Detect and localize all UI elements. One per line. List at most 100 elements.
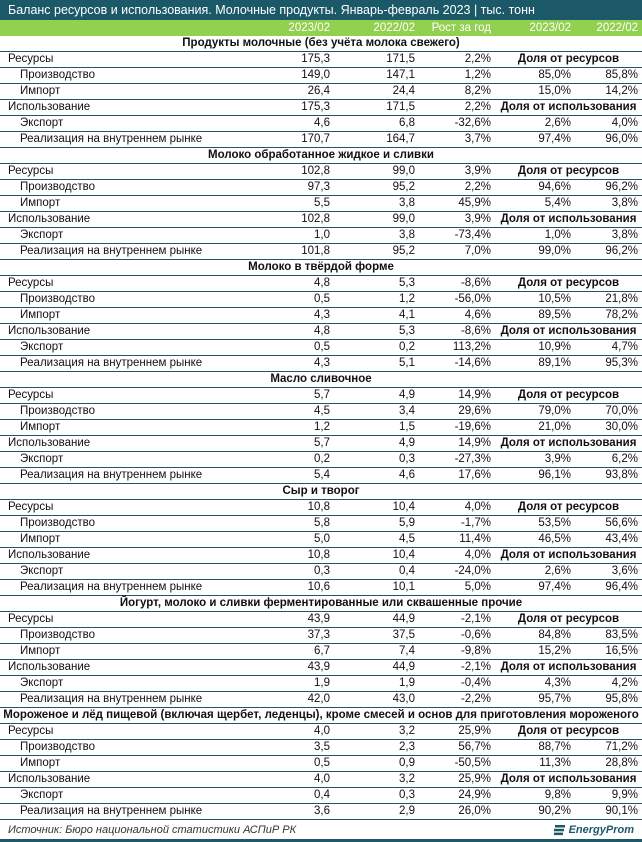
table-row: Экспорт 0,4 0,3 24,9% 9,8% 9,9% (0, 788, 642, 804)
table-row: Импорт 5,0 4,5 11,4% 46,5% 43,4% (0, 532, 642, 548)
column-header-row: 2023/02 2022/02 Рост за год 2023/02 2022… (0, 20, 642, 36)
cell-share: 97,4% (538, 133, 571, 145)
row-label: Ресурсы (8, 613, 54, 625)
cell-value: 1,2% (464, 69, 491, 81)
cell-share: 95,8% (605, 693, 638, 705)
cell-value: 8,2% (464, 85, 491, 97)
cell-value: 113,2% (452, 341, 491, 353)
share-header: Доля от использования (500, 437, 637, 449)
cell-value: 5,8 (314, 517, 330, 529)
cell-value: 2,2% (464, 181, 491, 193)
cell-value: 14,9% (458, 437, 491, 449)
cell-value: 5,7 (314, 389, 330, 401)
row-label: Использование (8, 549, 91, 561)
cell-share: 95,7% (538, 693, 571, 705)
energyprom-logo: EnergyProm (553, 823, 634, 836)
footer: Источник: Бюро национальной статистики А… (0, 820, 642, 842)
cell-share: 90,2% (538, 805, 571, 817)
cell-value: 4,9 (399, 389, 415, 401)
row-label: Экспорт (20, 677, 64, 689)
cell-value: 3,9% (464, 165, 491, 177)
cell-share: 21,8% (605, 293, 638, 305)
logo-text: EnergyProm (568, 823, 634, 836)
table-row: Реализация на внутреннем рынке 42,0 43,0 -2… (0, 692, 642, 708)
cell-value: 4,8 (314, 325, 330, 337)
cell-value: 4,5 (399, 533, 415, 545)
cell-value: 25,9% (458, 725, 491, 737)
cell-share: 84,8% (538, 629, 571, 641)
cell-share: 30,0% (605, 421, 638, 433)
cell-share: 96,2% (605, 245, 638, 257)
cell-value: 5,7 (314, 437, 330, 449)
row-label: Экспорт (20, 565, 64, 577)
table-row: Экспорт 0,5 0,2 113,2% 10,9% 4,7% (0, 340, 642, 356)
cell-value: 1,0 (314, 229, 330, 241)
cell-value: 5,3 (399, 277, 415, 289)
cell-value: 5,0 (314, 533, 330, 545)
cell-value: 4,6 (314, 117, 330, 129)
row-label: Экспорт (20, 229, 64, 241)
row-label: Реализация на внутреннем рынке (20, 357, 203, 369)
cell-share: 90,1% (605, 805, 638, 817)
cell-value: 10,1 (392, 581, 415, 593)
cell-value: 0,9 (399, 757, 415, 769)
cell-value: 24,4 (392, 85, 415, 97)
cell-value: 42,0 (307, 693, 330, 705)
cell-share: 4,3% (544, 677, 571, 689)
cell-value: 14,9% (458, 389, 491, 401)
cell-value: -73,4% (454, 229, 491, 241)
cell-value: 2,2% (464, 101, 491, 113)
cell-value: 10,4 (392, 501, 415, 513)
cell-share: 70,0% (605, 405, 638, 417)
cell-share: 89,5% (538, 309, 571, 321)
cell-value: 171,5 (386, 53, 415, 65)
row-label: Импорт (20, 421, 61, 433)
cell-value: 24,9% (458, 789, 491, 801)
cell-value: 7,4 (399, 645, 415, 657)
cell-share: 56,6% (605, 517, 638, 529)
cell-value: 3,5 (314, 741, 330, 753)
cell-value: 26,0% (458, 805, 491, 817)
cell-value: 99,0 (392, 165, 415, 177)
table-row: Производство 37,3 37,5 -0,6% 84,8% 83,5% (0, 628, 642, 644)
cell-share: 95,3% (605, 357, 638, 369)
row-label: Экспорт (20, 453, 64, 465)
cell-value: 10,6 (307, 581, 330, 593)
cell-share: 43,4% (605, 533, 638, 545)
table-row: Использование 5,7 4,9 14,9% Доля от использо… (0, 436, 642, 452)
row-label: Ресурсы (8, 277, 54, 289)
cell-value: 43,0 (392, 693, 415, 705)
cell-value: 3,2 (399, 725, 415, 737)
cell-value: 3,6 (314, 805, 330, 817)
cell-value: 5,4 (314, 469, 330, 481)
share-header: Доля от ресурсов (517, 501, 620, 513)
cell-value: -50,5% (454, 757, 491, 769)
cell-share: 96,2% (605, 181, 638, 193)
share-header: Доля от использования (500, 661, 637, 673)
cell-value: -9,8% (460, 645, 491, 657)
row-label: Экспорт (20, 789, 64, 801)
cell-value: 5,1 (399, 357, 415, 369)
cell-share: 10,5% (538, 293, 571, 305)
cell-share: 96,4% (605, 581, 638, 593)
share-header: Доля от ресурсов (517, 53, 620, 65)
cell-value: 171,5 (386, 101, 415, 113)
table-row: Импорт 1,2 1,5 -19,6% 21,0% 30,0% (0, 420, 642, 436)
cell-share: 28,8% (605, 757, 638, 769)
table-row: Использование 4,0 3,2 25,9% Доля от использо… (0, 772, 642, 788)
cell-value: 3,4 (399, 405, 415, 417)
cell-value: -19,6% (454, 421, 491, 433)
table-row: Реализация на внутреннем рынке 3,6 2,9 26,0… (0, 804, 642, 820)
table-row: Ресурсы 10,8 10,4 4,0% Доля от ресурсов (0, 500, 642, 516)
cell-value: -24,0% (454, 565, 491, 577)
cell-value: 3,9% (464, 213, 491, 225)
cell-value: 0,5 (314, 341, 330, 353)
cell-share: 6,2% (611, 453, 638, 465)
cell-share: 1,0% (544, 229, 571, 241)
cell-value: 45,9% (458, 197, 491, 209)
cell-share: 10,9% (538, 341, 571, 353)
cell-value: 102,8 (301, 213, 330, 225)
cell-value: 44,9 (392, 661, 415, 673)
section-title: Молоко обработанное жидкое и сливки (0, 148, 642, 164)
cell-value: 147,1 (386, 69, 415, 81)
